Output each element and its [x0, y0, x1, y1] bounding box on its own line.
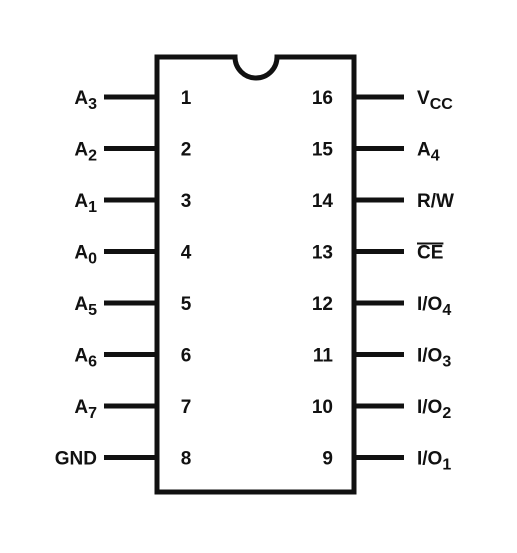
pin-6-number: 6: [181, 346, 192, 367]
pin-13-signal-name: CE: [417, 243, 443, 264]
signal-name-text: A: [74, 140, 88, 161]
signal-subscript: 0: [88, 251, 97, 268]
pin-16-number: 16: [312, 88, 333, 109]
pin-12-signal-name: I/O4: [417, 294, 451, 319]
pin-9-signal-name: I/O1: [417, 449, 451, 474]
pin-11-number: 11: [313, 346, 334, 367]
signal-subscript: 1: [442, 457, 451, 474]
pin-4-signal-name: A0: [74, 243, 97, 268]
signal-subscript: 7: [88, 405, 97, 422]
signal-name-text: A: [74, 88, 88, 109]
signal-name-text: A: [74, 243, 88, 264]
pin-8-number: 8: [181, 449, 192, 470]
pin-16-signal-name: VCC: [417, 88, 453, 113]
pin-15-number: 15: [312, 140, 334, 161]
pin-13-number: 13: [312, 243, 333, 264]
pin-6-signal-name: A6: [74, 346, 97, 371]
pin-leads: [104, 94, 404, 460]
pin-10-signal-name: I/O2: [417, 397, 451, 422]
signal-name-text: I/O: [417, 449, 442, 470]
pin-5-signal-name: A5: [74, 294, 97, 319]
signal-subscript: 1: [88, 199, 97, 216]
signal-name-text: A: [74, 346, 88, 367]
signal-name-text: A: [74, 294, 88, 315]
signal-name-text: A: [74, 191, 88, 212]
pin-10-number: 10: [312, 397, 333, 418]
pin-2-number: 2: [181, 140, 192, 161]
signal-name-text: GND: [55, 449, 97, 470]
signal-subscript: 3: [88, 96, 97, 113]
signal-name-text: I/O: [417, 346, 442, 367]
pin-8-signal-name: GND: [55, 449, 97, 470]
signal-name-text: V: [417, 88, 430, 109]
pin-2-signal-name: A2: [74, 140, 97, 165]
pin-5-number: 5: [181, 294, 192, 315]
signal-subscript: 5: [88, 302, 97, 319]
pin-4-number: 4: [181, 243, 192, 264]
pin-9-number: 9: [322, 449, 333, 470]
pin-14-number: 14: [312, 191, 334, 212]
signal-name-text: I/O: [417, 397, 442, 418]
signal-subscript: 6: [88, 354, 97, 371]
pin-7-signal-name: A7: [74, 397, 97, 422]
pin-3-number: 3: [181, 191, 192, 212]
signal-subscript: 3: [442, 354, 451, 371]
pin-1-signal-name: A3: [74, 88, 97, 113]
signal-name-text: CE: [417, 243, 443, 264]
signal-subscript: 2: [88, 148, 97, 165]
signal-subscript: CC: [430, 96, 454, 113]
pin-7-number: 7: [181, 397, 192, 418]
signal-name-text: A: [74, 397, 88, 418]
signal-subscript: 4: [431, 148, 440, 165]
signal-name-text: I/O: [417, 294, 442, 315]
pin-14-signal-name: R/W: [417, 191, 454, 212]
signal-name-text: A: [417, 140, 431, 161]
pin-12-number: 12: [312, 294, 333, 315]
signal-subscript: 2: [442, 405, 451, 422]
signal-subscript: 4: [442, 302, 451, 319]
pin-3-signal-name: A1: [74, 191, 97, 216]
pin-11-signal-name: I/O3: [417, 346, 451, 371]
signal-name-text: R/W: [417, 191, 454, 212]
pin-1-number: 1: [181, 88, 192, 109]
pin-15-signal-name: A4: [417, 140, 440, 165]
chip-body: [154, 54, 357, 495]
